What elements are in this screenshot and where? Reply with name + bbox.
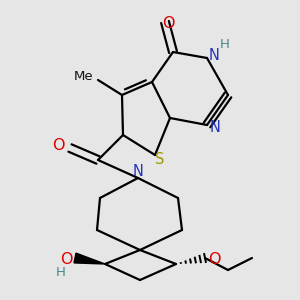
Text: O: O <box>61 253 73 268</box>
Text: N: N <box>208 47 219 62</box>
Text: S: S <box>155 152 165 167</box>
Text: N: N <box>210 121 220 136</box>
Text: H: H <box>220 38 230 52</box>
Polygon shape <box>74 253 105 264</box>
Text: N: N <box>133 164 143 179</box>
Text: O: O <box>52 139 65 154</box>
Text: O: O <box>162 16 174 32</box>
Text: Me: Me <box>74 70 93 83</box>
Text: O: O <box>208 253 220 268</box>
Text: H: H <box>56 266 66 278</box>
